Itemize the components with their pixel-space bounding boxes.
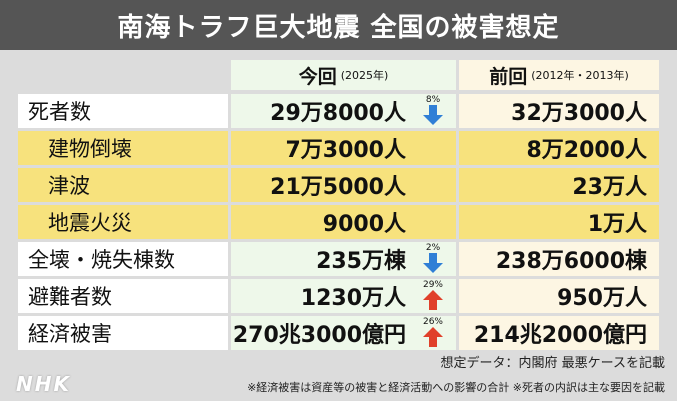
row-prev-value: 32万3000人: [459, 94, 659, 128]
row-now-value: 1230万人 29%: [231, 279, 456, 313]
now-value-text: 270兆3000億円: [232, 323, 406, 348]
row-prev-value: 950万人: [459, 279, 659, 313]
row-now-value: 235万棟 2%: [231, 242, 456, 276]
header-now-label: 今回: [298, 65, 337, 88]
header-prev-label: 前回: [489, 65, 528, 88]
row-label: 全壊・焼失棟数: [18, 242, 228, 276]
row-now-value: 7万3000人: [231, 131, 456, 165]
row-label: 地震火災: [18, 205, 228, 239]
header-prev-sub: (2012年・2013年): [531, 69, 629, 82]
table-row: 死者数 29万8000人 8% 32万3000人: [18, 94, 659, 128]
change-indicator: 2%: [418, 244, 448, 274]
now-value-text: 29万8000人: [270, 101, 406, 126]
arrow-up-icon: [423, 327, 443, 347]
table-row: 経済被害 270兆3000億円 26% 214兆2000億円: [18, 316, 659, 350]
source-note: 想定データ：内閣府 最悪ケースを記載: [440, 356, 665, 371]
row-prev-value: 23万人: [459, 168, 659, 202]
table-row: 地震火災 9000人 1万人: [18, 205, 659, 239]
change-indicator: 8%: [418, 96, 448, 126]
table-row: 避難者数 1230万人 29% 950万人: [18, 279, 659, 313]
row-now-value: 29万8000人 8%: [231, 94, 456, 128]
row-label: 経済被害: [18, 316, 228, 350]
damage-table: 今回 (2025年) 前回 (2012年・2013年) 死者数 29万8000人…: [18, 60, 659, 353]
header-prev: 前回 (2012年・2013年): [459, 60, 659, 90]
page-title: 南海トラフ巨大地震 全国の被害想定: [0, 0, 677, 50]
change-percent: 26%: [422, 317, 443, 327]
row-now-value: 21万5000人: [231, 168, 456, 202]
change-indicator: 26%: [418, 318, 448, 348]
row-label: 津波: [18, 168, 228, 202]
nhk-logo: NHK: [16, 372, 71, 396]
now-value-text: 235万棟: [316, 249, 406, 274]
arrow-down-icon: [423, 253, 443, 273]
arrow-down-icon: [423, 105, 443, 125]
table-row: 建物倒壊 7万3000人 8万2000人: [18, 131, 659, 165]
change-percent: 8%: [425, 95, 441, 105]
table-row: 津波 21万5000人 23万人: [18, 168, 659, 202]
footnote: ※経済被害は資産等の被害と経済活動への影響の合計 ※死者の内訳は主な要因を記載: [247, 381, 665, 394]
row-now-value: 270兆3000億円 26%: [231, 316, 456, 350]
header-now-sub: (2025年): [340, 69, 389, 82]
change-percent: 29%: [422, 280, 443, 290]
row-prev-value: 214兆2000億円: [459, 316, 659, 350]
table-row: 全壊・焼失棟数 235万棟 2% 238万6000棟: [18, 242, 659, 276]
header-now: 今回 (2025年): [231, 60, 456, 90]
change-percent: 2%: [425, 243, 441, 253]
row-prev-value: 8万2000人: [459, 131, 659, 165]
row-label: 避難者数: [18, 279, 228, 313]
arrow-up-icon: [423, 290, 443, 310]
row-prev-value: 238万6000棟: [459, 242, 659, 276]
table-header: 今回 (2025年) 前回 (2012年・2013年): [18, 60, 659, 90]
row-label: 死者数: [18, 94, 228, 128]
now-value-text: 1230万人: [300, 286, 406, 311]
row-label: 建物倒壊: [18, 131, 228, 165]
change-indicator: 29%: [418, 281, 448, 311]
row-now-value: 9000人: [231, 205, 456, 239]
row-prev-value: 1万人: [459, 205, 659, 239]
